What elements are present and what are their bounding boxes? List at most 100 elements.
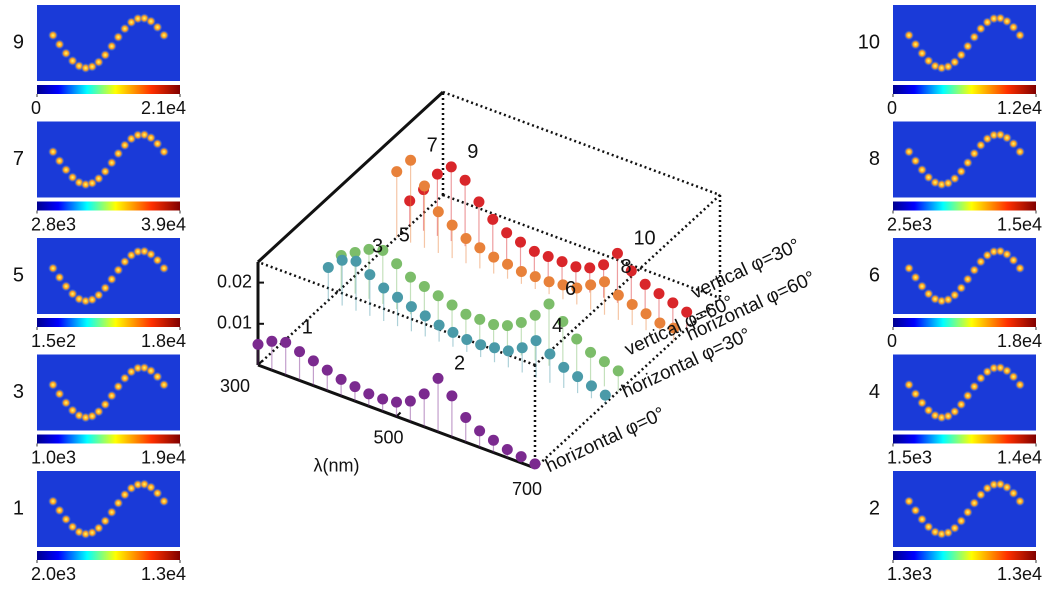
- data-point: [405, 396, 416, 407]
- data-point: [460, 309, 471, 320]
- hotspot: [159, 380, 169, 390]
- hotspot: [113, 149, 123, 159]
- z-tick-label: 0.02: [217, 271, 252, 291]
- data-point: [627, 299, 638, 310]
- hotspot: [969, 382, 979, 392]
- hotspot: [917, 514, 927, 524]
- data-point: [503, 345, 514, 356]
- hotspot: [48, 147, 58, 157]
- hotspot: [152, 22, 162, 32]
- colorbar-label: 1.9e4: [141, 447, 186, 467]
- data-point: [558, 362, 569, 373]
- peak-label: 1: [302, 317, 313, 339]
- hotspot: [1015, 147, 1025, 157]
- data-point: [667, 297, 678, 308]
- box-edge: [258, 92, 443, 262]
- data-point: [391, 258, 402, 269]
- data-point: [473, 196, 484, 207]
- hotspot: [152, 372, 162, 382]
- colorbar-label: 1.5e3: [887, 447, 932, 467]
- hotspot: [956, 166, 966, 176]
- data-point: [447, 299, 458, 310]
- data-point: [641, 308, 652, 319]
- hotspot: [100, 399, 110, 409]
- hotspot: [1008, 372, 1018, 382]
- data-point: [461, 334, 472, 345]
- data-point: [420, 310, 431, 321]
- hotspot: [55, 272, 65, 282]
- data-point: [406, 301, 417, 312]
- data-point: [599, 276, 610, 287]
- x-axis-label: λ(nm): [314, 455, 360, 475]
- panel-label: 8: [869, 148, 880, 170]
- data-point: [253, 339, 264, 350]
- panel-label: 4: [869, 381, 880, 403]
- data-point: [336, 374, 347, 385]
- data-point: [516, 266, 527, 277]
- data-point: [266, 336, 277, 347]
- hotspot: [904, 147, 914, 157]
- data-point: [517, 342, 528, 353]
- colorbar: [893, 318, 1036, 327]
- data-point: [433, 206, 444, 217]
- data-point: [487, 214, 498, 225]
- data-point: [572, 371, 583, 382]
- data-point: [557, 256, 568, 267]
- data-point: [404, 195, 415, 206]
- hotspot: [61, 48, 71, 58]
- data-point: [280, 337, 291, 348]
- peak-label: 10: [633, 228, 655, 250]
- data-point: [488, 319, 499, 330]
- hotspot: [911, 39, 921, 49]
- hotspot: [956, 516, 966, 526]
- data-point: [489, 342, 500, 353]
- hotspot: [55, 505, 65, 515]
- hotspot: [917, 48, 927, 58]
- hotspot: [911, 272, 921, 282]
- hotspot: [917, 165, 927, 175]
- panel-label: 3: [13, 381, 24, 403]
- hotspot: [100, 166, 110, 176]
- x-tick-label: 300: [220, 376, 250, 396]
- hotspot: [48, 30, 58, 40]
- data-point: [474, 314, 485, 325]
- data-point: [475, 339, 486, 350]
- colorbar-label: 1.8e4: [997, 331, 1042, 351]
- data-point: [391, 397, 402, 408]
- data-point: [654, 288, 665, 299]
- data-point: [322, 365, 333, 376]
- hotspot: [48, 380, 58, 390]
- data-point: [585, 279, 596, 290]
- peak-label: 2: [454, 353, 465, 375]
- data-point: [446, 390, 457, 401]
- data-point: [543, 251, 554, 262]
- colorbar-label: 0: [887, 331, 897, 351]
- data-point: [433, 290, 444, 301]
- hotspot: [113, 498, 123, 508]
- data-point: [501, 227, 512, 238]
- hotspot: [159, 263, 169, 273]
- panel-label: 10: [858, 31, 880, 53]
- data-point: [516, 317, 527, 328]
- hotspot: [113, 265, 123, 275]
- hotspot: [107, 507, 117, 517]
- data-point: [530, 310, 541, 321]
- hotspot: [904, 496, 914, 506]
- hotspot: [152, 139, 162, 149]
- peak-label: 8: [621, 256, 632, 278]
- hotspot: [61, 165, 71, 175]
- data-point: [378, 283, 389, 294]
- hotspot: [956, 283, 966, 293]
- colorbar-label: 1.3e3: [887, 564, 932, 584]
- hotspot: [1008, 255, 1018, 265]
- x-tick-label: 500: [373, 427, 403, 447]
- panel-label: 7: [13, 148, 24, 170]
- series-name: horizontal φ=0°: [542, 403, 668, 477]
- hotspot: [963, 391, 973, 401]
- hotspot: [1008, 139, 1018, 149]
- peak-label: 4: [552, 315, 563, 337]
- data-point: [586, 380, 597, 391]
- data-point: [391, 166, 402, 177]
- colorbar: [37, 435, 180, 444]
